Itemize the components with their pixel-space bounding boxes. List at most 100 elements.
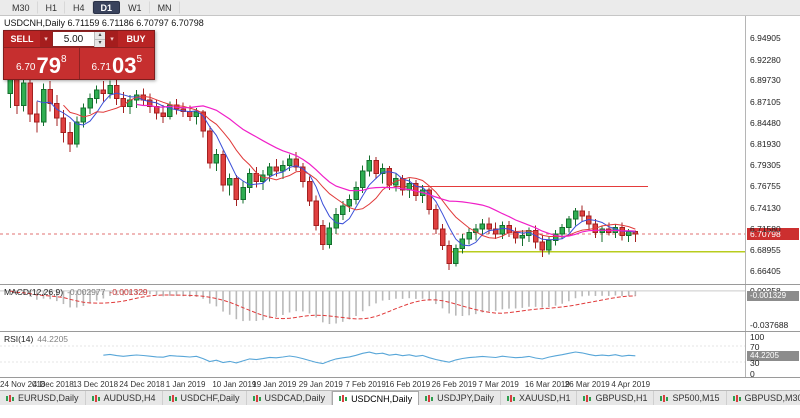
candle-body: [426, 189, 432, 210]
timeframe-button-h1[interactable]: H1: [38, 1, 66, 14]
rsi-plot[interactable]: [0, 332, 745, 378]
candle-body: [359, 170, 366, 188]
candle-body: [213, 154, 220, 164]
rsi-tick: 100: [750, 332, 765, 342]
price-axis[interactable]: 6.70798 6.94905 6.92280 6.89730 6.87105 6.84…: [745, 16, 800, 284]
candle-body: [439, 228, 446, 246]
rsi-tick: 70: [750, 342, 760, 352]
candle-body: [479, 223, 486, 230]
candle-body: [486, 223, 492, 230]
chart-tab-label: USDJPY,Daily: [437, 393, 494, 403]
candlestick-chart-icon: [91, 394, 100, 402]
macd-indicator-panel: MACD(12,26,9)-0.002977-0.001329 0.00258 …: [0, 284, 800, 331]
price-tick: 6.94905: [750, 33, 781, 44]
candle-body: [320, 225, 326, 246]
volume-box: ▴ ▾: [52, 31, 106, 47]
candle-body: [7, 79, 13, 94]
macd-plot[interactable]: [0, 285, 745, 332]
price-tick: 6.89730: [750, 75, 781, 86]
timeframe-button-mn[interactable]: MN: [150, 1, 180, 14]
ma-slow-magenta: [136, 103, 636, 238]
rsi-tick: 0: [750, 369, 755, 379]
price-tick: 6.66405: [750, 265, 781, 276]
rsi-indicator-panel: RSI(14) 44.2205 44.2205 100 70 30 0: [0, 331, 800, 379]
chart-tab-label: SP500,M15: [672, 393, 720, 403]
macd-axis[interactable]: 0.00258 -0.001329 -0.037688: [745, 285, 800, 331]
candlestick-chart-icon: [6, 394, 14, 402]
chart-tab-usdcnh-daily[interactable]: USDCNH,Daily: [332, 391, 420, 405]
candlestick-plot[interactable]: [0, 16, 745, 284]
candle-body: [87, 97, 93, 109]
chart-tab-gbpusd-m30[interactable]: GBPUSD,M30: [727, 391, 800, 405]
candle-body: [286, 158, 293, 166]
candle-body: [253, 172, 260, 183]
price-tick: 6.92280: [750, 54, 781, 65]
candle-body: [466, 231, 472, 240]
date-tick: 7 Mar 2019: [478, 380, 519, 389]
candle-body: [306, 181, 313, 202]
chart-tab-label: AUDUSD,H4: [103, 393, 156, 403]
chart-tab-label: XAUUSD,H1: [518, 393, 571, 403]
candle-body: [579, 210, 585, 217]
timeframe-button-w1[interactable]: W1: [120, 1, 150, 14]
chart-tab-xauusd-h1[interactable]: XAUUSD,H1: [501, 391, 578, 405]
candle-body: [187, 110, 193, 117]
price-tick: 6.81930: [750, 139, 781, 150]
status-bar: [0, 405, 800, 418]
date-tick: 16 Feb 2019: [385, 380, 431, 389]
date-axis[interactable]: 24 Nov 2018 4 Dec 2018 13 Dec 2018 24 Dec 2…: [0, 377, 800, 390]
candlestick-chart-icon: [660, 394, 669, 402]
chart-tab-usdcad-daily[interactable]: USDCAD,Daily: [247, 391, 333, 405]
chart-tab-label: USDCHF,Daily: [180, 393, 240, 403]
rsi-axis[interactable]: 44.2205 100 70 30 0: [745, 332, 800, 379]
sell-button[interactable]: SELL: [4, 31, 40, 47]
timeframe-button-h4[interactable]: H4: [65, 1, 93, 14]
buy-dropdown-icon[interactable]: ▾: [106, 31, 118, 47]
volume-input[interactable]: [53, 32, 94, 46]
price-tick: 6.68955: [750, 244, 781, 255]
chart-tab-gbpusd-h1[interactable]: GBPUSD,H1: [577, 391, 655, 405]
candle-body: [433, 208, 439, 230]
sell-dropdown-icon[interactable]: ▾: [40, 31, 52, 47]
chart-tab-eurusd-daily[interactable]: EURUSD,Daily: [0, 391, 86, 405]
candle-body: [20, 82, 27, 107]
chart-tab-usdjpy-daily[interactable]: USDJPY,Daily: [419, 391, 501, 405]
chart-tab-usdchf-daily[interactable]: USDCHF,Daily: [163, 391, 247, 405]
candle-body: [366, 159, 373, 172]
candle-body: [246, 172, 253, 188]
timeframe-button-m30[interactable]: M30: [4, 1, 38, 14]
main-chart-panel: USDCNH,Daily 6.71159 6.71186 6.70797 6.7…: [0, 16, 800, 284]
date-tick: 26 Feb 2019: [431, 380, 477, 389]
ma-mid-red: [63, 95, 636, 239]
chart-tab-audusd-h4[interactable]: AUDUSD,H4: [86, 391, 163, 405]
candle-body: [147, 99, 153, 108]
date-tick: 24 Dec 2018: [119, 380, 165, 389]
buy-price-quote[interactable]: 6.71 03 5: [79, 48, 154, 79]
candle-body: [240, 186, 246, 201]
current-price-badge: 6.70798: [747, 227, 799, 240]
candle-body: [632, 230, 639, 235]
volume-down-icon[interactable]: ▾: [94, 40, 105, 47]
candle-body: [160, 112, 166, 117]
date-tick: 16 Mar 2019: [524, 380, 570, 389]
chart-tab-sp500-m15[interactable]: SP500,M15: [654, 391, 727, 405]
buy-button[interactable]: BUY: [118, 31, 154, 47]
candlestick-chart-icon: [168, 394, 177, 402]
chart-tab-label: USDCNH,Daily: [351, 393, 413, 404]
sell-price-quote[interactable]: 6.70 79 8: [4, 48, 80, 79]
volume-up-icon[interactable]: ▴: [94, 32, 105, 40]
candle-body: [300, 166, 306, 183]
candle-body: [120, 97, 127, 108]
candle-body: [625, 230, 632, 237]
price-tick: 6.71580: [750, 223, 781, 234]
price-tick: 6.84480: [750, 118, 781, 129]
candle-body: [313, 200, 319, 227]
chart-tabs-bar: EURUSD,Daily AUDUSD,H4 USDCHF,Daily USDCAD,…: [0, 390, 800, 405]
timeframe-button-d1[interactable]: D1: [92, 1, 121, 14]
date-tick: 13 Dec 2018: [72, 380, 119, 389]
date-tick: 4 Apr 2019: [611, 380, 651, 389]
chart-tab-label: GBPUSD,H1: [595, 393, 648, 403]
candle-body: [67, 132, 73, 145]
